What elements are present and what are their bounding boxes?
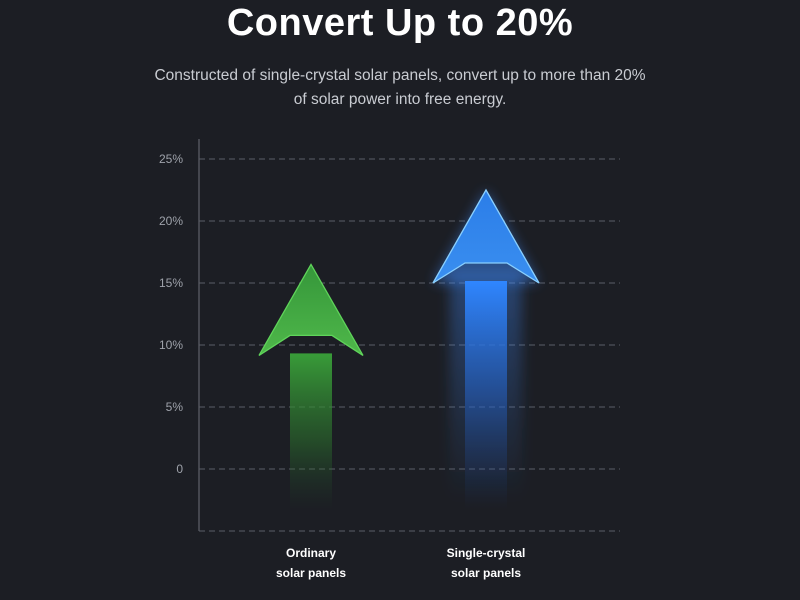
y-tick-label: 10% <box>159 338 183 352</box>
arrow-head <box>432 188 540 284</box>
page-subtitle: Constructed of single-crystal solar pane… <box>154 67 646 108</box>
page-title: Convert Up to 20% <box>226 2 574 44</box>
category-label-line: Ordinary <box>285 546 336 560</box>
arrow-head <box>258 263 364 356</box>
category-label-line: solar panels <box>275 566 347 580</box>
y-tick-label: 25% <box>159 152 183 166</box>
single-crystal-arrow <box>432 188 540 510</box>
y-tick-label: 5% <box>166 400 184 414</box>
y-tick-label: 15% <box>159 276 183 290</box>
category-label: Single-crystal solar panels <box>406 543 566 583</box>
category-label-line: Single-crystal <box>446 546 526 560</box>
arrow-shaft <box>290 353 332 510</box>
ordinary-arrow <box>258 263 364 510</box>
arrow-shaft <box>465 281 507 510</box>
y-tick-label: 20% <box>159 214 183 228</box>
y-tick-label: 0 <box>176 462 183 476</box>
category-label-line: solar panels <box>450 566 522 580</box>
category-label: Ordinary solar panels <box>231 543 391 583</box>
